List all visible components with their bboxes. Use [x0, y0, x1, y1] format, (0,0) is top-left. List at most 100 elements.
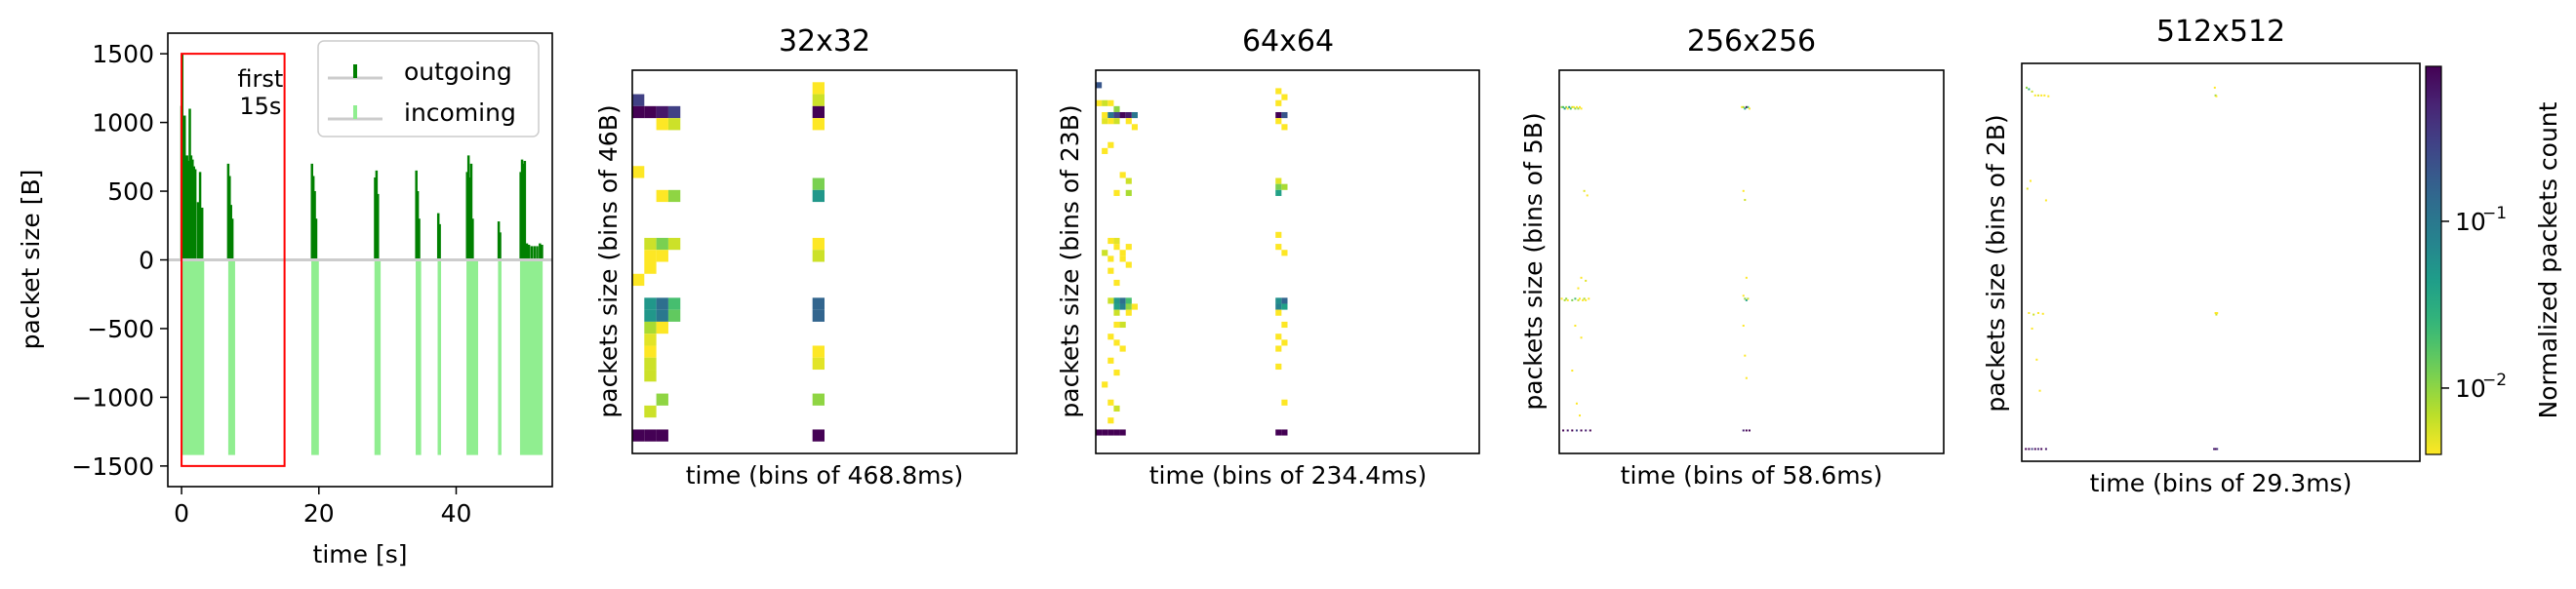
- heatmap-cell: [1571, 105, 1574, 108]
- heatmap-cell: [1275, 231, 1282, 238]
- heatmap-cell: [1275, 429, 1282, 436]
- heatmap-cell: [1582, 298, 1585, 301]
- legend-label-incoming: incoming: [404, 98, 516, 127]
- heatmap-cell: [2028, 88, 2031, 91]
- heatmap-cell: [1575, 402, 1578, 405]
- heatmap-cell: [1577, 107, 1580, 110]
- heatmap-cell: [2040, 94, 2043, 97]
- heatmap-cell: [1113, 244, 1120, 251]
- heatmap-cells: [632, 82, 825, 442]
- heatmap-cell: [2036, 94, 2039, 97]
- heatmap-cell: [1281, 321, 1288, 329]
- heatmap-cell: [1275, 99, 1282, 106]
- colorbar-tick-label: 10: [2455, 208, 2486, 236]
- heatmap-cell: [1275, 244, 1282, 251]
- y-axis-label: packets size (bins of 46B): [594, 104, 623, 417]
- heatmap-cell: [1113, 118, 1120, 125]
- heatmap-cell: [1119, 250, 1126, 256]
- heatmap-cell: [1562, 429, 1565, 432]
- x-tick-label: 40: [441, 499, 472, 528]
- heatmap-cell: [1745, 429, 1748, 432]
- heatmap-cell: [1107, 267, 1114, 274]
- heatmap-cell: [1125, 189, 1132, 196]
- incoming-bar: [181, 259, 205, 455]
- heatmap-cell: [1281, 94, 1288, 100]
- heatmap-cell: [812, 237, 825, 251]
- heatmap-cell: [1113, 321, 1120, 329]
- heatmap-cell: [1119, 111, 1126, 119]
- y-tick-label: 500: [107, 177, 154, 206]
- heatmap-cell: [2033, 94, 2036, 97]
- heatmap-cell: [1102, 99, 1108, 106]
- y-tick-label: −1500: [71, 452, 154, 481]
- x-tick-label: 0: [174, 499, 189, 528]
- heatmap-title: 64x64: [1242, 24, 1334, 59]
- heatmap-cell: [1119, 297, 1126, 304]
- colorbar-frame: [2425, 65, 2442, 455]
- heatmap-cell: [1119, 255, 1126, 262]
- heatmap-cell: [2033, 448, 2036, 451]
- heatmap-cell: [1281, 297, 1288, 304]
- heatmap-cell: [1107, 399, 1114, 406]
- heatmap-cell: [1107, 111, 1114, 119]
- heatmap-cell: [1565, 105, 1568, 108]
- heatmap-cell: [1588, 297, 1590, 300]
- heatmap-cell: [2031, 90, 2033, 93]
- heatmap-cell: [1580, 429, 1583, 432]
- y-tick-label: 1500: [92, 40, 154, 68]
- heatmap-cell: [812, 357, 825, 371]
- heatmap-cell: [1125, 118, 1132, 125]
- heatmap-cell: [1281, 429, 1288, 436]
- heatmap-cell: [2043, 94, 2046, 97]
- heatmap-cell: [667, 297, 681, 310]
- heatmap-cell: [656, 321, 668, 334]
- heatmap-cell: [1281, 111, 1288, 119]
- heatmap-cell: [812, 345, 825, 358]
- heatmap-cell: [812, 297, 825, 310]
- heatmap-cell: [2047, 95, 2050, 98]
- x-axis-label: time (bins of 58.6ms): [1621, 461, 1883, 490]
- heatmap-cell: [2026, 187, 2029, 190]
- incoming-bar: [498, 259, 502, 455]
- heatmap-cell: [1580, 107, 1583, 110]
- heatmap-cell: [1113, 105, 1120, 112]
- legend: outgoing incoming: [317, 40, 540, 137]
- heatmap-cell: [1579, 105, 1582, 108]
- packet-series: [180, 54, 543, 455]
- packet-size-chart: first 15s 0 20 40 −1500 −1000 −500 0 500 1000 15…: [17, 32, 553, 569]
- heatmap-cell: [1107, 334, 1114, 340]
- heatmap-cell: [1113, 405, 1120, 412]
- heatmap-cell: [1125, 303, 1132, 310]
- heatmap-32x32: 32x32 time (bins of 468.8ms) packets siz…: [594, 24, 1018, 490]
- heatmap-cell: [644, 405, 657, 418]
- heatmap-cell: [1745, 105, 1748, 108]
- x-axis-label: time (bins of 468.8ms): [686, 461, 964, 490]
- heatmap-cell: [812, 105, 825, 119]
- heatmap-cell: [2033, 313, 2035, 316]
- heatmap-cell: [2041, 312, 2044, 315]
- heatmap-cell: [1586, 194, 1589, 197]
- x-axis-label: time (bins of 29.3ms): [2090, 469, 2353, 497]
- heatmap-cell: [1747, 105, 1750, 108]
- heatmap-cell: [2028, 448, 2031, 451]
- heatmap-cell: [1585, 298, 1588, 301]
- x-axis-label: time (bins of 234.4ms): [1149, 461, 1428, 490]
- heatmap-cell: [1574, 324, 1577, 327]
- heatmap-cell: [1113, 370, 1120, 376]
- heatmap-cell: [1113, 303, 1120, 310]
- heatmap-cell: [1579, 297, 1582, 300]
- y-axis-label: packet size [B]: [17, 170, 45, 350]
- heatmap-cell: [656, 105, 668, 119]
- heatmap-cell: [1275, 334, 1282, 340]
- heatmap-cell: [812, 309, 825, 322]
- heatmap-cell: [1107, 237, 1114, 245]
- heatmap-cell: [2215, 95, 2218, 98]
- heatmap-cell: [1566, 298, 1569, 301]
- heatmap-cell: [1113, 111, 1120, 119]
- heatmap-frame: [1558, 69, 1945, 454]
- legend-marker-incoming: [353, 105, 357, 119]
- heatmap-cell: [2036, 312, 2039, 314]
- heatmap-cell: [1281, 183, 1288, 190]
- heatmap-cell: [1102, 429, 1108, 436]
- heatmap-title: 256x256: [1687, 24, 1816, 59]
